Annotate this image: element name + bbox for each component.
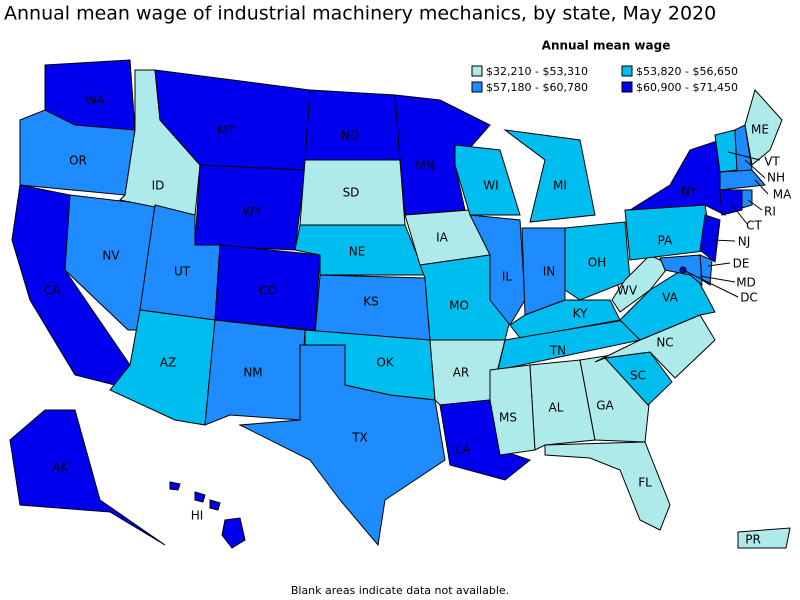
state-label: MA bbox=[773, 188, 792, 202]
state-label: CA bbox=[44, 284, 61, 298]
state-label: AL bbox=[549, 401, 564, 415]
state-label: ME bbox=[751, 123, 769, 137]
state-label: ND bbox=[341, 129, 359, 143]
state bbox=[489, 364, 536, 456]
state-label: NM bbox=[243, 366, 262, 380]
state-label: NH bbox=[767, 171, 785, 185]
state-label: WY bbox=[242, 205, 262, 219]
leaders bbox=[682, 151, 769, 298]
state-label: NY bbox=[681, 185, 698, 199]
state bbox=[544, 441, 671, 531]
state-label: IN bbox=[543, 265, 556, 279]
state-label: VT bbox=[764, 155, 780, 169]
state-label: WV bbox=[617, 284, 638, 298]
state-label: OR bbox=[69, 154, 87, 168]
state-label: OK bbox=[376, 356, 394, 370]
leader-line bbox=[707, 262, 731, 267]
state bbox=[564, 221, 631, 301]
state-label: MD bbox=[736, 276, 756, 290]
state-label: MI bbox=[553, 179, 567, 193]
state-label: KS bbox=[363, 295, 379, 309]
state bbox=[209, 499, 221, 511]
state bbox=[238, 344, 446, 547]
state-label: PA bbox=[658, 234, 673, 248]
leader-line bbox=[744, 159, 766, 179]
state-label: CO bbox=[259, 284, 277, 298]
state-label: IA bbox=[436, 231, 449, 245]
state-label: CT bbox=[746, 219, 762, 233]
state-label: SD bbox=[343, 186, 360, 200]
state bbox=[529, 359, 596, 451]
map-title: Annual mean wage of industrial machinery… bbox=[4, 3, 716, 25]
state bbox=[741, 189, 753, 209]
state-label: FL bbox=[638, 476, 652, 490]
footnote: Blank areas indicate data not available. bbox=[291, 584, 509, 597]
legend-label: $57,180 - $60,780 bbox=[486, 81, 588, 94]
state-label: TX bbox=[351, 431, 368, 445]
state-label: AK bbox=[52, 461, 69, 475]
state bbox=[304, 89, 401, 161]
state-label: GA bbox=[596, 399, 614, 413]
state-label: MT bbox=[217, 124, 235, 138]
state-label: RI bbox=[764, 205, 776, 219]
states bbox=[9, 59, 791, 549]
state-label: HI bbox=[191, 509, 204, 523]
state-label: AZ bbox=[160, 356, 176, 370]
state-label: NC bbox=[656, 336, 673, 350]
state bbox=[394, 94, 491, 216]
state bbox=[624, 204, 713, 261]
state bbox=[699, 214, 721, 263]
legend-swatch bbox=[621, 65, 633, 77]
state bbox=[9, 409, 166, 546]
state bbox=[204, 319, 306, 426]
legend-label: $53,820 - $56,650 bbox=[636, 65, 738, 78]
state-label: OH bbox=[588, 256, 606, 270]
legend-label: $60,900 - $71,450 bbox=[636, 81, 738, 94]
state-label: NV bbox=[102, 249, 120, 263]
state-label: WA bbox=[85, 94, 105, 108]
state-label: ID bbox=[152, 179, 165, 193]
leader-line bbox=[682, 269, 739, 298]
state bbox=[737, 527, 791, 549]
state bbox=[169, 481, 181, 491]
leader-line bbox=[754, 179, 769, 195]
state-label: PR bbox=[745, 533, 761, 547]
state-label: VA bbox=[662, 291, 678, 305]
state bbox=[454, 144, 521, 216]
leader-line bbox=[731, 204, 749, 226]
legend-swatch bbox=[471, 81, 483, 93]
state-label: NE bbox=[349, 245, 366, 259]
state-label: DE bbox=[733, 257, 750, 271]
leader-line bbox=[699, 275, 736, 283]
leader-line bbox=[747, 199, 763, 211]
state-label: SC bbox=[630, 369, 646, 383]
state bbox=[629, 139, 726, 216]
state-label: KY bbox=[573, 307, 588, 321]
state bbox=[503, 129, 596, 223]
state-label: LA bbox=[455, 443, 471, 457]
state bbox=[719, 169, 767, 191]
state-label: NJ bbox=[738, 235, 751, 249]
state-label: IL bbox=[502, 270, 513, 284]
state bbox=[221, 517, 246, 549]
state-label: DC bbox=[740, 291, 758, 305]
leader-line bbox=[727, 151, 761, 161]
legend-swatch bbox=[471, 65, 483, 77]
state-label: WI bbox=[483, 179, 498, 193]
legend-swatch bbox=[621, 81, 633, 93]
state bbox=[719, 189, 743, 216]
state-label: MO bbox=[449, 299, 469, 313]
legend-label: $32,210 - $53,310 bbox=[486, 65, 588, 78]
state-label: AR bbox=[453, 366, 470, 380]
state-label: TN bbox=[549, 344, 566, 358]
state-label: MN bbox=[415, 159, 434, 173]
state bbox=[744, 88, 783, 166]
legend-title: Annual mean wage bbox=[542, 39, 671, 53]
leader-line bbox=[711, 239, 736, 242]
labels: WA OR CA NV ID MT WY UT CO AZ NM ND SD N… bbox=[44, 94, 792, 547]
state-label: UT bbox=[174, 265, 191, 279]
state-label: MS bbox=[499, 411, 517, 425]
state bbox=[194, 491, 206, 503]
